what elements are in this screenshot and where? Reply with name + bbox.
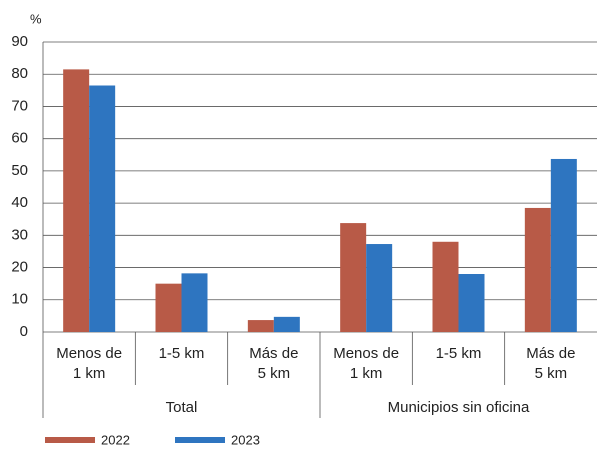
x-tick-label-line: Más de bbox=[526, 345, 575, 362]
x-tick-label: Más de 5 km bbox=[526, 345, 575, 382]
x-tick-label-line: 1 km bbox=[350, 365, 383, 382]
x-tick-label-line: 5 km bbox=[258, 365, 291, 382]
y-tick-label: 30 bbox=[11, 226, 28, 243]
x-tick-label-line: Menos de bbox=[56, 345, 122, 362]
y-tick-label: 0 bbox=[20, 323, 28, 340]
bar bbox=[458, 274, 485, 332]
bar bbox=[181, 273, 208, 332]
x-tick-label-line: 1-5 km bbox=[159, 345, 205, 362]
y-tick-label: 80 bbox=[11, 65, 28, 82]
x-tick-label-line: 1 km bbox=[73, 365, 106, 382]
x-tick-label-line: 5 km bbox=[535, 365, 568, 382]
y-tick-label: 70 bbox=[11, 97, 28, 114]
bar bbox=[432, 241, 459, 332]
y-tick-label: 50 bbox=[11, 162, 28, 179]
x-tick-label: 1-5 km bbox=[159, 345, 205, 362]
bar bbox=[273, 316, 300, 332]
bar bbox=[524, 207, 551, 332]
unit-label: % bbox=[30, 11, 42, 26]
group-label: Total bbox=[166, 399, 198, 416]
x-tick-label-line: 1-5 km bbox=[436, 345, 482, 362]
bar bbox=[247, 320, 274, 332]
y-tick-label: 10 bbox=[11, 291, 28, 308]
x-tick-label: Menos de 1 km bbox=[56, 345, 122, 382]
y-tick-label: 20 bbox=[11, 259, 28, 276]
bar bbox=[89, 85, 116, 332]
legend-label: 2023 bbox=[231, 432, 260, 447]
bar bbox=[340, 223, 367, 332]
y-tick-label: 90 bbox=[11, 33, 28, 50]
x-tick-label: Menos de 1 km bbox=[333, 345, 399, 382]
x-tick-label-line: Más de bbox=[249, 345, 298, 362]
legend-label: 2022 bbox=[101, 432, 130, 447]
y-tick-label: 60 bbox=[11, 130, 28, 147]
group-label: Municipios sin oficina bbox=[388, 399, 530, 416]
bar bbox=[550, 158, 577, 332]
y-tick-label: 40 bbox=[11, 194, 28, 211]
bar bbox=[63, 69, 90, 332]
x-tick-label: 1-5 km bbox=[436, 345, 482, 362]
x-tick-label: Más de 5 km bbox=[249, 345, 298, 382]
x-tick-label-line: Menos de bbox=[333, 345, 399, 362]
bar bbox=[366, 244, 393, 332]
bar bbox=[155, 283, 182, 332]
